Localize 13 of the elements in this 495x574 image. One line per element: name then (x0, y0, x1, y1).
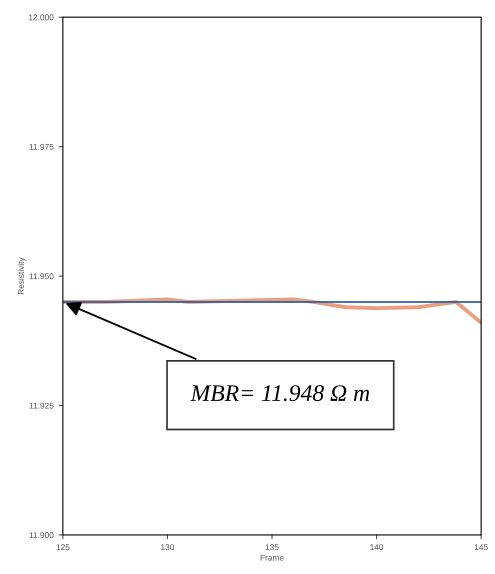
x-tick-label: 125 (56, 544, 70, 550)
y-axis-title: Resistivity (18, 257, 26, 294)
y-tick-label: 12.000 (28, 14, 54, 20)
y-tick-label: 11.925 (30, 402, 54, 409)
x-tick-label: 145 (474, 544, 488, 550)
y-tick-label: 11.900 (30, 532, 54, 538)
y-tick-label: 11.950 (30, 273, 54, 280)
x-tick-label: 130 (161, 544, 174, 550)
x-axis-title: Frame (260, 554, 284, 561)
x-tick-label: 140 (370, 544, 384, 550)
y-tick-label: 11.975 (30, 144, 54, 150)
annotation: MBR= 11.948 Ω m (190, 385, 370, 402)
x-tick-label: 135 (266, 544, 279, 550)
